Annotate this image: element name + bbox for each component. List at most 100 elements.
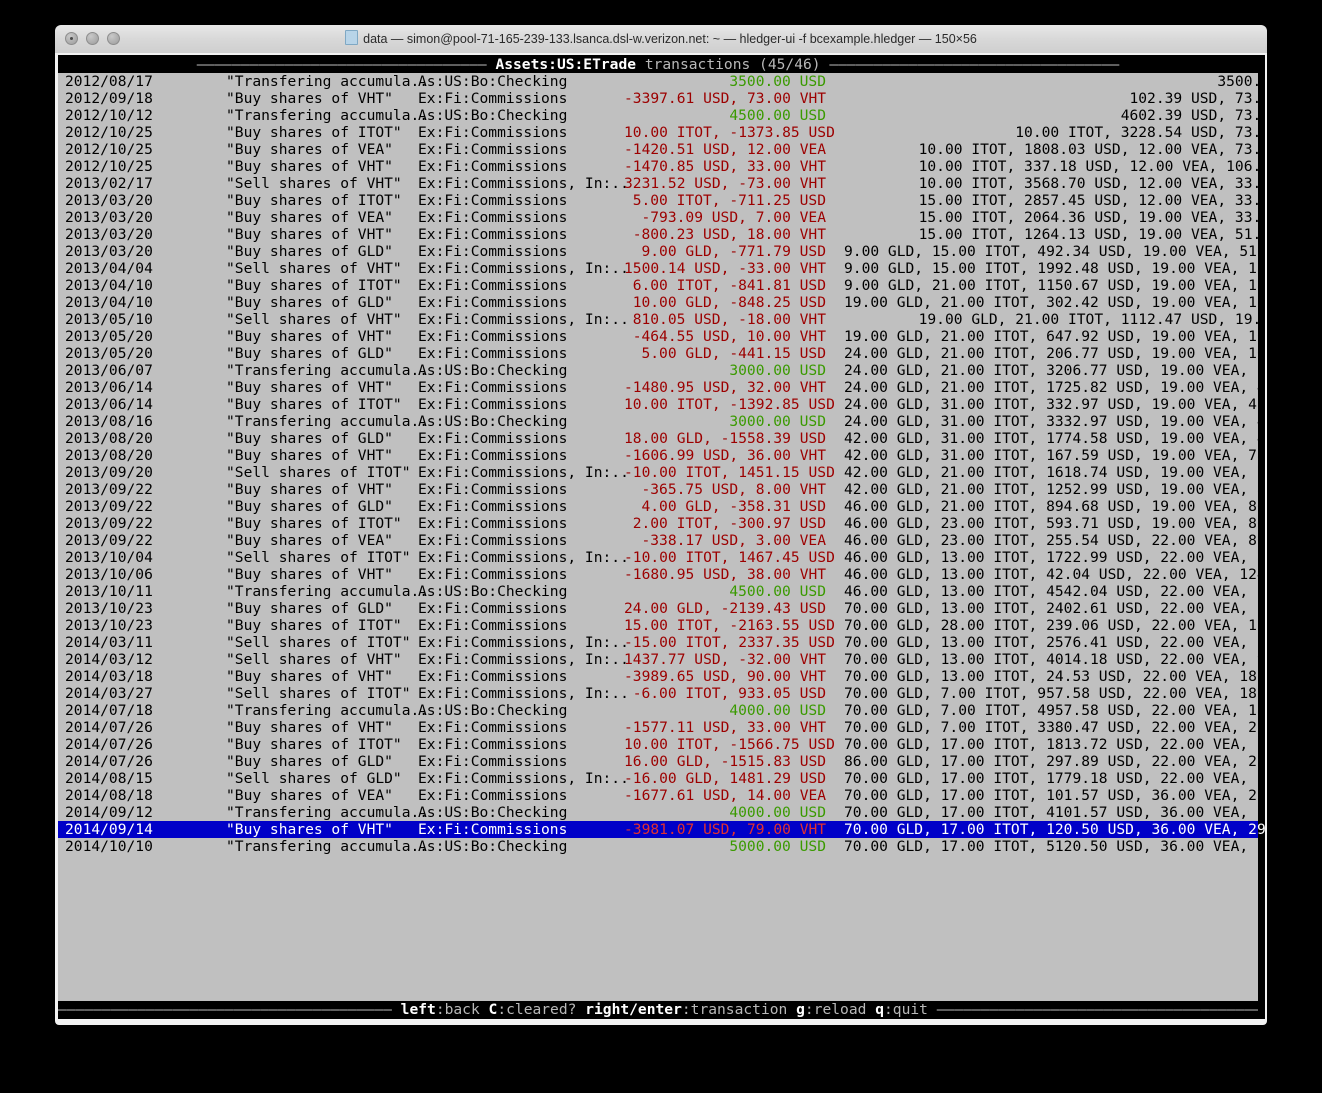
footer-desc-q: :quit [884, 1001, 928, 1018]
table-row[interactable]: 2013/05/10 "Sell shares of VHT" Ex:Fi:Comm… [58, 311, 1265, 328]
cell-amount-value: -1480.95 USD, 32.00 VHT [624, 379, 827, 396]
zoom-button[interactable] [107, 32, 120, 45]
cell-date: 2014/03/11 [65, 634, 153, 651]
table-row[interactable]: 2013/08/20 "Buy shares of VHT" Ex:Fi:Commi… [58, 447, 1265, 464]
table-row[interactable]: 2013/06/07 "Transfering accumula.. As:US:B… [58, 362, 1265, 379]
cell-balance: 70.00 GLD, 17.00 ITOT, 120.50 USD, 36.00… [844, 821, 1265, 838]
table-row[interactable]: 2013/09/22 "Buy shares of ITOT" Ex:Fi:Comm… [58, 515, 1265, 532]
cell-account: Ex:Fi:Commissions [418, 719, 568, 736]
cell-account: As:US:Bo:Checking [418, 107, 568, 124]
footer-key-g[interactable]: g [796, 1001, 805, 1018]
cell-desc: "Buy shares of VHT" [226, 719, 393, 736]
table-row[interactable]: 2014/08/18 "Buy shares of VEA" Ex:Fi:Commi… [58, 787, 1265, 804]
cell-account: Ex:Fi:Commissions [418, 90, 568, 107]
cell-balance: 19.00 GLD, 21.00 ITOT, 647.92 USD, 19.00… [844, 328, 1265, 345]
cell-date: 2013/05/20 [65, 328, 153, 345]
cell-balance: 42.00 GLD, 21.00 ITOT, 1252.99 USD, 19.0… [844, 481, 1265, 498]
table-row[interactable]: 2014/09/12 "Transfering accumula.. As:US:B… [58, 804, 1265, 821]
table-row[interactable]: 2013/08/16 "Transfering accumula.. As:US:B… [58, 413, 1265, 430]
cell-balance: 46.00 GLD, 13.00 ITOT, 4542.04 USD, 22.0… [844, 583, 1265, 600]
cell-date: 2012/10/25 [65, 158, 153, 175]
table-row[interactable]: 2014/03/18 "Buy shares of VHT" Ex:Fi:Commi… [58, 668, 1265, 685]
table-row[interactable]: 2014/08/15 "Sell shares of GLD" Ex:Fi:Comm… [58, 770, 1265, 787]
table-row[interactable]: 2013/09/20 "Sell shares of ITOT" Ex:Fi:Com… [58, 464, 1265, 481]
table-row[interactable]: 2013/10/06 "Buy shares of VHT" Ex:Fi:Commi… [58, 566, 1265, 583]
transactions-list[interactable]: 2012/08/17 "Transfering accumula.. As:US:B… [58, 73, 1265, 1001]
cell-amount-value: 3000.00 USD [729, 413, 826, 430]
cell-account: Ex:Fi:Commissions [418, 515, 568, 532]
table-row[interactable]: 2012/10/25 "Buy shares of ITOT" Ex:Fi:Comm… [58, 124, 1265, 141]
table-row[interactable]: 2012/10/25 "Buy shares of VEA" Ex:Fi:Commi… [58, 141, 1265, 158]
cell-account: As:US:Bo:Checking [418, 583, 568, 600]
cell-amount-value: 4000.00 USD [729, 702, 826, 719]
table-row[interactable]: 2014/07/18 "Transfering accumula.. As:US:B… [58, 702, 1265, 719]
table-row[interactable]: 2013/02/17 "Sell shares of VHT" Ex:Fi:Comm… [58, 175, 1265, 192]
table-row[interactable]: 2013/05/20 "Buy shares of GLD" Ex:Fi:Commi… [58, 345, 1265, 362]
table-row[interactable]: 2013/03/20 "Buy shares of VHT" Ex:Fi:Commi… [58, 226, 1265, 243]
terminal-frame: ————————————————————————————————— Assets… [55, 53, 1267, 1025]
footer-key-right-enter[interactable]: right/enter [585, 1001, 682, 1018]
cell-balance: 19.00 GLD, 21.00 ITOT, 1112.47 USD, 19.0… [918, 311, 1265, 328]
table-row[interactable]: 2013/04/10 "Buy shares of GLD" Ex:Fi:Commi… [58, 294, 1265, 311]
table-row[interactable]: 2013/09/22 "Buy shares of VHT" Ex:Fi:Commi… [58, 481, 1265, 498]
cell-desc: "Buy shares of ITOT" [226, 192, 402, 209]
table-row[interactable]: 2013/05/20 "Buy shares of VHT" Ex:Fi:Commi… [58, 328, 1265, 345]
table-row[interactable]: 2014/07/26 "Buy shares of VHT" Ex:Fi:Commi… [58, 719, 1265, 736]
table-row[interactable]: 2014/07/26 "Buy shares of GLD" Ex:Fi:Commi… [58, 753, 1265, 770]
minimize-button[interactable] [86, 32, 99, 45]
footer-key-q[interactable]: q [875, 1001, 884, 1018]
close-button[interactable] [65, 32, 78, 45]
table-row[interactable]: 2014/09/14 "Buy shares of VHT" Ex:Fi:Commi… [58, 821, 1265, 838]
cell-date: 2013/04/10 [65, 294, 153, 311]
cell-amount-value: -793.09 USD, 7.00 VEA [641, 209, 826, 226]
cell-amount-value: -1470.85 USD, 33.00 VHT [624, 158, 827, 175]
table-row[interactable]: 2013/03/20 "Buy shares of VEA" Ex:Fi:Commi… [58, 209, 1265, 226]
cell-desc: "Buy shares of ITOT" [226, 277, 402, 294]
cell-desc: "Sell shares of VHT" [226, 260, 402, 277]
table-row[interactable]: 2013/08/20 "Buy shares of GLD" Ex:Fi:Commi… [58, 430, 1265, 447]
table-row[interactable]: 2013/09/22 "Buy shares of GLD" Ex:Fi:Commi… [58, 498, 1265, 515]
cell-date: 2013/03/20 [65, 243, 153, 260]
window-controls [65, 32, 120, 45]
cell-account: Ex:Fi:Commissions [418, 600, 568, 617]
table-row[interactable]: 2014/03/27 "Sell shares of ITOT" Ex:Fi:Com… [58, 685, 1265, 702]
cell-amount-value: -10.00 ITOT, 1467.45 USD [624, 549, 835, 566]
table-row[interactable]: 2014/03/11 "Sell shares of ITOT" Ex:Fi:Com… [58, 634, 1265, 651]
table-row[interactable]: 2013/06/14 "Buy shares of VHT" Ex:Fi:Commi… [58, 379, 1265, 396]
table-row[interactable]: 2013/10/11 "Transfering accumula.. As:US:B… [58, 583, 1265, 600]
cell-amount-value: 4000.00 USD [729, 804, 826, 821]
cell-account: As:US:Bo:Checking [418, 804, 568, 821]
cell-amount-value: 5.00 ITOT, -711.25 USD [632, 192, 826, 209]
table-row[interactable]: 2013/06/14 "Buy shares of ITOT" Ex:Fi:Comm… [58, 396, 1265, 413]
table-row[interactable]: 2014/10/10 "Transfering accumula.. As:US:B… [58, 838, 1265, 855]
table-row[interactable]: 2012/08/17 "Transfering accumula.. As:US:B… [58, 73, 1265, 90]
table-row[interactable]: 2013/10/23 "Buy shares of ITOT" Ex:Fi:Comm… [58, 617, 1265, 634]
table-row[interactable]: 2013/04/04 "Sell shares of VHT" Ex:Fi:Comm… [58, 260, 1265, 277]
table-row[interactable]: 2013/09/22 "Buy shares of VEA" Ex:Fi:Commi… [58, 532, 1265, 549]
cell-date: 2013/10/11 [65, 583, 153, 600]
cell-balance: 46.00 GLD, 13.00 ITOT, 42.04 USD, 22.00 … [844, 566, 1265, 583]
table-row[interactable]: 2012/10/25 "Buy shares of VHT" Ex:Fi:Commi… [58, 158, 1265, 175]
table-row[interactable]: 2013/04/10 "Buy shares of ITOT" Ex:Fi:Comm… [58, 277, 1265, 294]
cell-balance: 70.00 GLD, 13.00 ITOT, 2576.41 USD, 22.0… [844, 634, 1265, 651]
table-row[interactable]: 2014/07/26 "Buy shares of ITOT" Ex:Fi:Comm… [58, 736, 1265, 753]
footer-key-c[interactable]: C [488, 1001, 498, 1018]
hledger-status-bar: —————————————————————————————————————— l… [58, 1001, 1258, 1018]
cell-balance: 24.00 GLD, 21.00 ITOT, 3206.77 USD, 19.0… [844, 362, 1265, 379]
cell-desc: "Buy shares of VHT" [226, 821, 393, 838]
cell-balance: 70.00 GLD, 17.00 ITOT, 1813.72 USD, 22.0… [844, 736, 1265, 753]
table-row[interactable]: 2014/03/12 "Sell shares of VHT" Ex:Fi:Comm… [58, 651, 1265, 668]
window-titlebar[interactable]: data — simon@pool-71-165-239-133.lsanca.… [55, 25, 1267, 54]
cell-date: 2012/09/18 [65, 90, 153, 107]
table-row[interactable]: 2013/03/20 "Buy shares of GLD" Ex:Fi:Commi… [58, 243, 1265, 260]
table-row[interactable]: 2012/10/12 "Transfering accumula.. As:US:B… [58, 107, 1265, 124]
table-row[interactable]: 2013/10/04 "Sell shares of ITOT" Ex:Fi:Com… [58, 549, 1265, 566]
table-row[interactable]: 2013/03/20 "Buy shares of ITOT" Ex:Fi:Comm… [58, 192, 1265, 209]
cell-desc: "Buy shares of VHT" [226, 566, 393, 583]
footer-key-left[interactable]: left [400, 1001, 436, 1018]
cell-account: Ex:Fi:Commissions [418, 481, 568, 498]
table-row[interactable]: 2012/09/18 "Buy shares of VHT" Ex:Fi:Commi… [58, 90, 1265, 107]
cell-balance: 70.00 GLD, 17.00 ITOT, 1779.18 USD, 22.0… [844, 770, 1265, 787]
cell-balance: 15.00 ITOT, 2064.36 USD, 19.00 VEA, 33.0… [918, 209, 1265, 226]
table-row[interactable]: 2013/10/23 "Buy shares of GLD" Ex:Fi:Commi… [58, 600, 1265, 617]
